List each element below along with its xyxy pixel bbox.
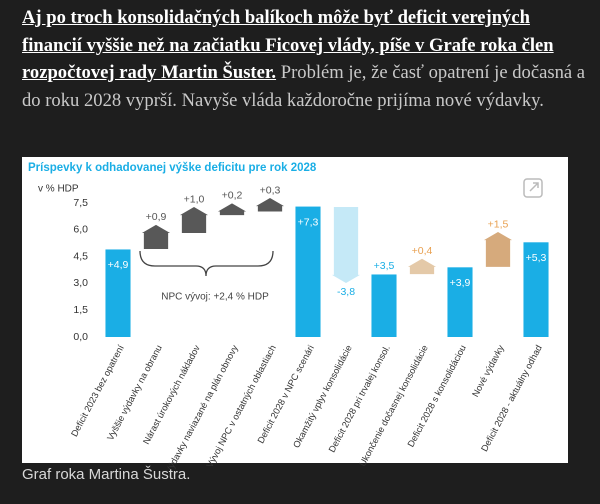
value-label: +7,3 xyxy=(298,216,319,228)
caption: Graf roka Martina Šustra. xyxy=(22,466,191,483)
chart-title: Príspevky k odhadovanej výške deficitu p… xyxy=(28,162,317,174)
value-label: +3,5 xyxy=(374,260,395,272)
bar xyxy=(105,249,131,337)
delta-bar xyxy=(214,202,250,216)
expand-icon[interactable] xyxy=(523,178,543,198)
y-tick-label: 4,5 xyxy=(73,250,88,262)
chart-background xyxy=(22,157,568,463)
value-label: +4,9 xyxy=(108,259,129,271)
value-label: +0,9 xyxy=(146,211,167,223)
value-label: +1,5 xyxy=(488,218,509,230)
headline[interactable]: Aj po troch konsolidačných balíkoch môže… xyxy=(22,7,554,84)
brace xyxy=(139,250,274,277)
bar xyxy=(371,274,397,337)
bar xyxy=(295,206,321,337)
value-label: +0,2 xyxy=(222,190,243,202)
y-tick-label: 1,5 xyxy=(73,304,88,316)
bar xyxy=(523,242,549,337)
value-label: +1,0 xyxy=(184,193,205,205)
delta-bar xyxy=(176,206,212,234)
delta-bar xyxy=(252,197,288,213)
delta-bar xyxy=(480,231,516,268)
delta-bar xyxy=(404,257,440,275)
lead: Aj po troch konsolidačných balíkoch môže… xyxy=(22,4,588,114)
value-label: +0,4 xyxy=(412,245,433,257)
value-label: -3,8 xyxy=(337,286,355,298)
y-tick-label: 6,0 xyxy=(73,224,88,236)
value-label: +5,3 xyxy=(526,252,547,264)
bar xyxy=(447,267,473,337)
annotation: NPC vývoj: +2,4 % HDP xyxy=(161,292,269,303)
delta-bar xyxy=(138,223,174,250)
lead-text: Problém je, že časť opatrení je dočasná … xyxy=(22,62,586,111)
y-tick-label: 7,5 xyxy=(73,197,88,209)
value-label: +0,3 xyxy=(260,184,281,196)
y-tick-label: 3,0 xyxy=(73,277,88,289)
delta-bar xyxy=(328,206,364,284)
y-tick-label: 0,0 xyxy=(73,331,88,343)
y-axis-label: v % HDP xyxy=(38,184,79,195)
value-label: +3,9 xyxy=(450,277,471,289)
